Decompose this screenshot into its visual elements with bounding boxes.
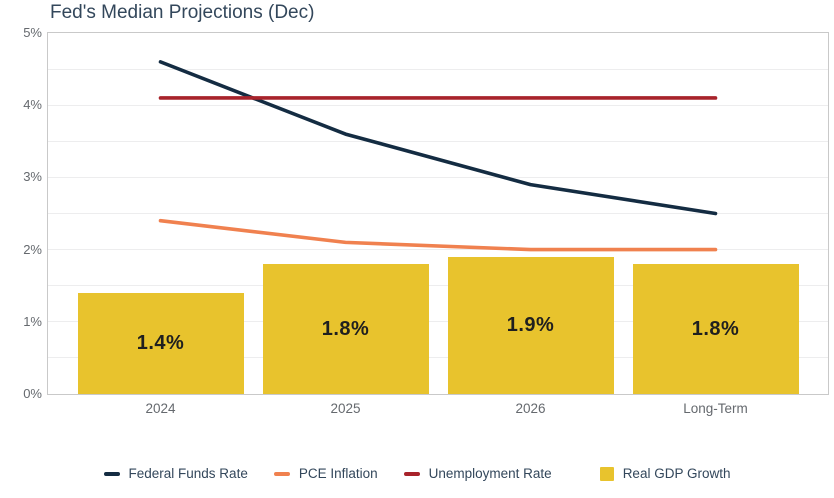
gridline (48, 321, 828, 323)
gridline (48, 104, 828, 106)
legend-item-pce-inflation[interactable]: PCE Inflation (273, 466, 378, 481)
legend-label: PCE Inflation (298, 466, 378, 481)
legend: Federal Funds Rate PCE Inflation Unemploym… (0, 466, 834, 481)
line-pce-inflation (158, 218, 718, 252)
y-axis-tick-label: 3% (23, 169, 42, 185)
gridline (48, 285, 828, 287)
gridline (48, 176, 828, 178)
legend-square-swatch (599, 466, 614, 481)
chart-title: Fed's Median Projections (Dec) (50, 2, 315, 23)
x-axis-tick-label: 2024 (145, 401, 176, 416)
gridline (48, 213, 828, 214)
gdp-bar-2024[interactable]: 1.4% (77, 292, 244, 394)
y-axis-tick-label: 2% (23, 241, 42, 257)
bar-data-label: 1.9% (506, 313, 555, 336)
legend-label: Federal Funds Rate (128, 466, 248, 481)
line-federal-funds-rate (158, 60, 718, 216)
x-axis-tick-label: 2025 (330, 401, 361, 416)
y-axis-tick-label: 5% (23, 25, 42, 40)
gridline (48, 140, 828, 142)
legend-line-swatch (103, 471, 120, 476)
gdp-bar-Long-Term[interactable]: 1.8% (632, 264, 799, 394)
legend-line-swatch (403, 471, 420, 476)
gdp-bar-2026[interactable]: 1.9% (447, 256, 614, 394)
y-axis-tick-label: 1% (23, 313, 42, 329)
y-axis-tick-label: 0% (23, 386, 42, 401)
line-series-svg (158, 60, 718, 252)
y-axis-tick-label: 4% (23, 97, 42, 113)
gdp-bar-2025[interactable]: 1.8% (262, 264, 429, 394)
legend-item-federal-funds-rate[interactable]: Federal Funds Rate (103, 466, 248, 481)
legend-label: Real GDP Growth (622, 466, 731, 481)
legend-item-unemployment-rate[interactable]: Unemployment Rate (403, 466, 552, 481)
bar-data-label: 1.4% (136, 331, 185, 354)
gridline (48, 357, 828, 359)
gridline (48, 249, 828, 251)
plot-area: 1.4% 1.8% 1.9% 1.8% (47, 32, 829, 395)
bar-data-label: 1.8% (691, 317, 740, 340)
bar-data-label: 1.8% (321, 317, 370, 340)
legend-item-real-gdp-growth[interactable]: Real GDP Growth (599, 466, 731, 481)
x-axis-tick-label: Long-Term (683, 401, 748, 416)
gridline (48, 68, 828, 70)
x-axis-tick-label: 2026 (515, 401, 546, 416)
legend-label: Unemployment Rate (428, 466, 552, 481)
legend-line-swatch (273, 471, 290, 476)
